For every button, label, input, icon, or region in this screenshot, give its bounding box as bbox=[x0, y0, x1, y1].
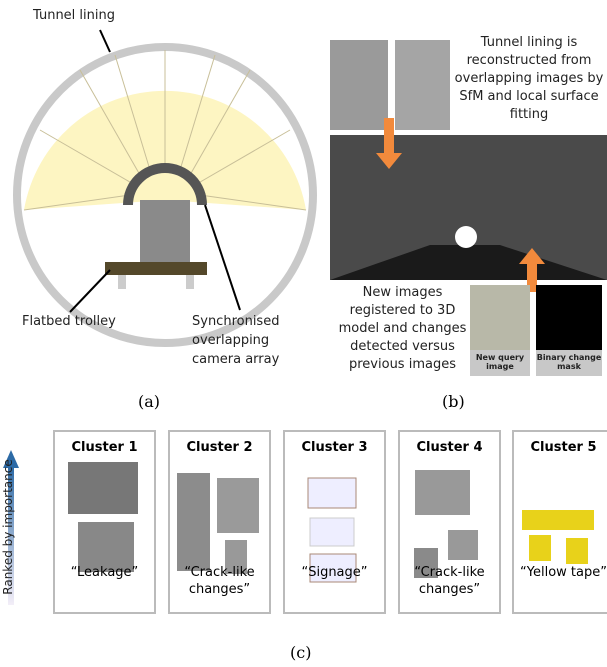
note: Tunnel lining is reconstructed from over… bbox=[454, 35, 604, 122]
cluster-caption: “Crack-like changes” bbox=[184, 565, 255, 597]
cluster: Cluster 2 “Crack-like changes” bbox=[168, 430, 271, 614]
cluster-caption: “Crack-like changes” bbox=[414, 565, 485, 597]
cluster: Cluster 5 “Yellow tape” bbox=[512, 430, 607, 614]
cluster: Cluster 1 “Leakage” bbox=[53, 430, 156, 614]
fov-lines bbox=[23, 50, 307, 211]
cluster-title: Cluster 1 bbox=[71, 440, 138, 455]
mount bbox=[140, 200, 190, 264]
arrow bbox=[376, 118, 402, 169]
cluster-title: Cluster 3 bbox=[301, 440, 368, 455]
label: Flatbed trolley bbox=[22, 314, 116, 329]
label: Tunnel lining bbox=[33, 8, 115, 23]
label: Binary change mask bbox=[536, 353, 602, 371]
photo bbox=[177, 473, 210, 571]
photo bbox=[395, 40, 450, 130]
photo bbox=[470, 285, 530, 350]
photo bbox=[330, 40, 388, 130]
trolley bbox=[105, 262, 207, 275]
cluster-title: Cluster 2 bbox=[186, 440, 253, 455]
cluster-caption: “Signage” bbox=[301, 565, 368, 580]
caption: (b) bbox=[442, 392, 465, 411]
cluster-title: Cluster 5 bbox=[530, 440, 597, 455]
photo bbox=[78, 522, 134, 572]
caption: (a) bbox=[138, 392, 161, 411]
cluster-title: Cluster 4 bbox=[416, 440, 483, 455]
cluster-caption: “Leakage” bbox=[70, 565, 139, 580]
arrow bbox=[519, 248, 545, 292]
cluster: Cluster 3 “Signage” bbox=[283, 430, 386, 614]
photo bbox=[307, 477, 357, 509]
photo bbox=[522, 510, 594, 530]
cluster-caption: “Yellow tape” bbox=[520, 565, 607, 580]
note: New images registered to 3D model and ch… bbox=[338, 285, 467, 372]
photo bbox=[415, 470, 470, 515]
axis-label: Ranked by importance bbox=[1, 459, 15, 595]
label: Synchronised overlapping camera array bbox=[192, 314, 280, 367]
photo bbox=[217, 478, 259, 533]
mask bbox=[536, 285, 602, 350]
camera-array bbox=[123, 163, 207, 206]
cluster: Cluster 4 “Crack-like changes” bbox=[398, 430, 501, 614]
rank-arrow bbox=[3, 450, 19, 468]
caption: (c) bbox=[290, 643, 312, 662]
label: New query image bbox=[475, 353, 525, 371]
photo bbox=[68, 462, 138, 514]
